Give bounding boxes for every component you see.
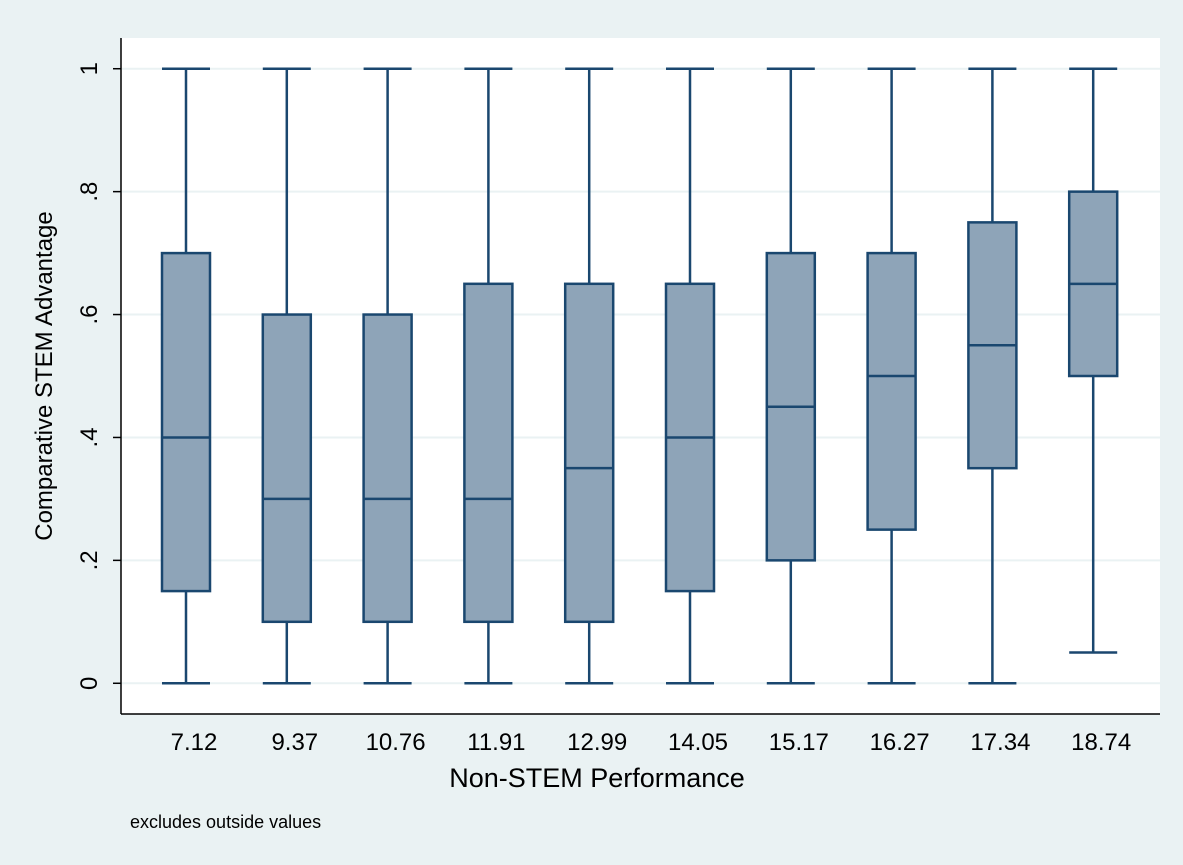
x-tick-label: 11.91 — [467, 729, 525, 756]
x-tick-label: 18.74 — [1071, 729, 1131, 756]
x-tick-label: 10.76 — [366, 729, 426, 756]
y-tick-label: .6 — [76, 305, 103, 325]
box — [261, 313, 313, 624]
x-tick-label: 12.99 — [567, 729, 627, 756]
y-axis-title: Comparative STEM Advantage — [31, 211, 58, 541]
x-tick-label: 9.37 — [271, 729, 318, 756]
box — [866, 251, 917, 531]
box — [463, 282, 514, 624]
box — [160, 251, 212, 593]
y-tick-label: .4 — [76, 427, 103, 447]
y-tick-label: 0 — [76, 677, 103, 690]
box — [362, 313, 413, 624]
x-tick-label: 16.27 — [870, 729, 930, 756]
y-tick-label: .2 — [76, 550, 103, 570]
note: excludes outside values — [130, 812, 321, 832]
x-axis-title: Non-STEM Performance — [449, 763, 745, 793]
x-tick-label: 14.05 — [668, 729, 728, 756]
x-tick-label: 17.34 — [970, 729, 1030, 756]
y-tick-label: 1 — [76, 62, 103, 75]
box — [563, 282, 615, 624]
y-tick-label: .8 — [76, 182, 103, 202]
x-tick-label: 7.12 — [171, 729, 218, 756]
x-tick-label: 15.17 — [769, 729, 829, 756]
